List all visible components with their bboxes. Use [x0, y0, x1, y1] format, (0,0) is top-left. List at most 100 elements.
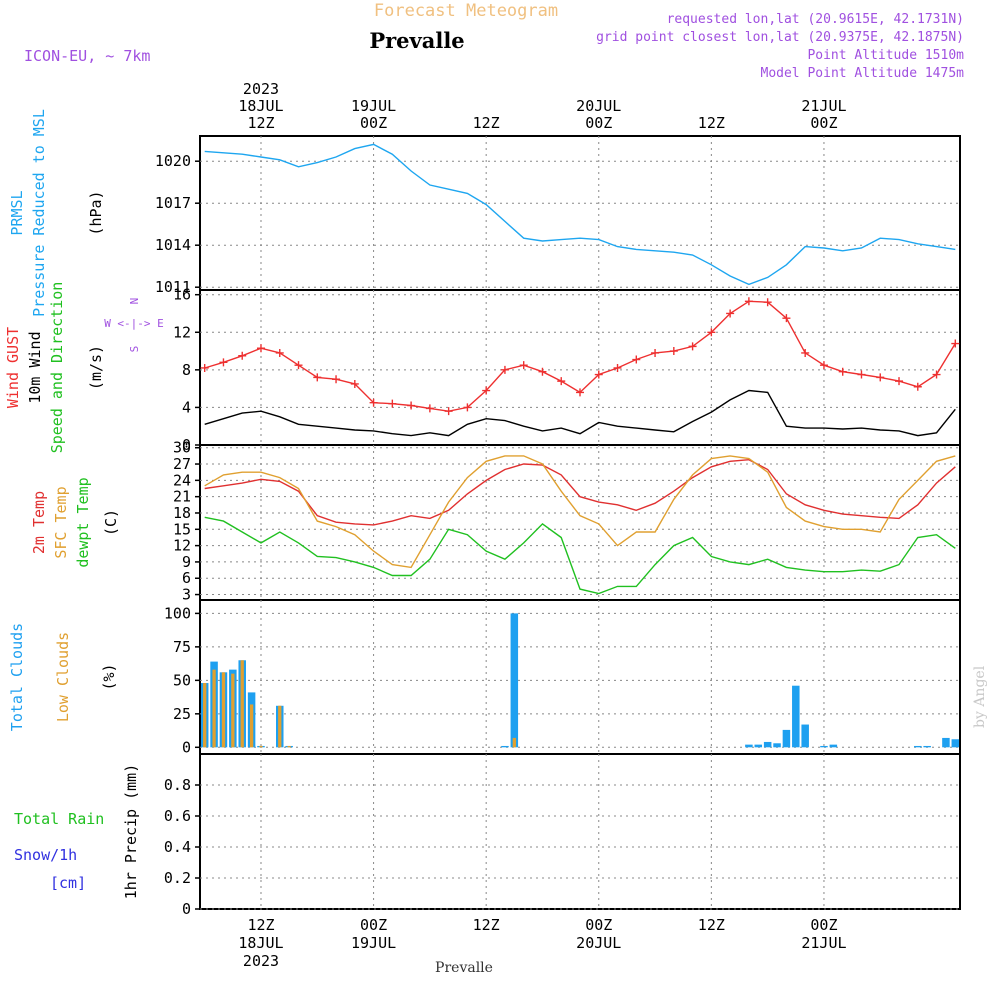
- ylabel-clouds-2: (%): [100, 663, 118, 690]
- bar-total_cloud: [501, 745, 509, 748]
- bar-total_cloud: [763, 741, 772, 748]
- top-time-label: 21JUL: [801, 97, 846, 115]
- gust-marker: [313, 373, 322, 382]
- model-label: ICON-EU, ~ 7km: [24, 47, 150, 65]
- gust-marker: [613, 363, 622, 372]
- top-time-label: 2023: [243, 80, 279, 98]
- info-grid-point: grid point closest lon,lat (20.9375E, 42…: [596, 30, 964, 45]
- gust-marker: [576, 388, 584, 397]
- gust-marker: [369, 398, 378, 407]
- location-title: Prevalle: [369, 28, 464, 53]
- gust-marker: [688, 342, 697, 351]
- y-tick-label: 75: [173, 638, 191, 656]
- top-time-label: 12Z: [698, 114, 725, 132]
- panel-frame: [199, 289, 961, 446]
- bar-low_cloud: [240, 660, 244, 748]
- footer-location: Prevalle: [435, 960, 493, 976]
- y-tick-label: 12: [173, 323, 191, 341]
- gust-marker: [594, 370, 603, 379]
- bottom-time-label: 12Z: [473, 916, 500, 934]
- gust-marker: [913, 382, 922, 391]
- y-tick-label: 1017: [155, 194, 191, 212]
- y-tick-label: 0: [182, 436, 191, 454]
- y-tick-label: 16: [173, 286, 191, 304]
- ylabel-pressure-0: PRMSL: [8, 190, 26, 235]
- bar-total_cloud: [773, 743, 781, 748]
- bottom-time-label: 2023: [243, 952, 279, 970]
- y-tick-label: 50: [173, 671, 191, 689]
- bar-low_cloud: [212, 669, 216, 748]
- gust-marker: [519, 361, 528, 370]
- y-tick-label: 0.4: [164, 838, 191, 856]
- bottom-time-label: 00Z: [810, 916, 837, 934]
- bottom-time-label: 20JUL: [576, 934, 621, 952]
- panel-pressure: 1011 1014 1017 1020 PRMSL Pressure Reduced to…: [8, 109, 961, 317]
- gust-marker: [857, 370, 866, 379]
- bar-total_cloud: [923, 745, 931, 748]
- top-time-label: 20JUL: [576, 97, 621, 115]
- gust-marker: [294, 361, 303, 370]
- bar-total_cloud: [745, 744, 753, 748]
- y-tick-label: 6: [182, 569, 191, 587]
- ylabel-temperature-0: 2m Temp: [30, 491, 48, 554]
- top-time-label: 00Z: [810, 114, 837, 132]
- bar-total_cloud: [801, 724, 809, 748]
- y-tick-label: 18: [173, 504, 191, 522]
- gust-marker: [632, 355, 641, 364]
- y-tick-label: 0.8: [164, 776, 191, 794]
- top-time-label: 00Z: [585, 114, 612, 132]
- gust-marker: [932, 370, 941, 379]
- ylabel-temperature-3: (C): [102, 509, 120, 536]
- y-tick-label: 27: [173, 455, 191, 473]
- gust-marker: [407, 401, 416, 410]
- bar-low_cloud: [259, 745, 263, 748]
- gust-marker: [801, 348, 810, 357]
- y-tick-label: 1014: [155, 236, 191, 254]
- gust-marker: [200, 363, 209, 372]
- bar-total_cloud: [951, 739, 960, 748]
- bar-total_cloud: [914, 745, 922, 748]
- bar-low_cloud: [278, 705, 282, 748]
- gust-marker: [500, 365, 509, 374]
- top-time-label: 18JUL: [238, 97, 283, 115]
- chart-title: Forecast Meteogram: [374, 1, 558, 21]
- ylabel-snow: Snow/1h: [14, 846, 77, 864]
- panel-precip: 0 0.2 0.4 0.6 0.8 Total Rain Snow/1h [cm] 1hr Pr…: [14, 753, 961, 918]
- compass-north: N: [128, 298, 141, 305]
- panel-clouds: 0 25 50 75 100 Total Clouds Low Clouds (%): [8, 599, 961, 756]
- info-requested: requested lon,lat (20.9615E, 42.1731N): [667, 12, 964, 27]
- gust-marker: [538, 367, 547, 376]
- gust-marker: [744, 297, 753, 306]
- series-temp: [204, 458, 956, 526]
- top-time-label: 12Z: [473, 114, 500, 132]
- bottom-time-label: 12Z: [698, 916, 725, 934]
- panel-frame: [199, 599, 961, 755]
- bottom-time-label: 00Z: [585, 916, 612, 934]
- series-wind: [204, 389, 956, 437]
- gust-marker: [388, 399, 397, 408]
- bottom-time-label: 12Z: [247, 916, 274, 934]
- y-tick-label: 30: [173, 439, 191, 457]
- bar-total_cloud: [820, 745, 828, 748]
- info-model-altitude: Model Point Altitude 1475m: [761, 66, 965, 81]
- y-tick-label: 1020: [155, 152, 191, 170]
- bottom-time-label: 00Z: [360, 916, 387, 934]
- bar-low_cloud: [512, 737, 516, 748]
- y-tick-label: 12: [173, 537, 191, 555]
- bar-low_cloud: [287, 745, 291, 748]
- gust-marker: [763, 298, 772, 307]
- gust-marker: [256, 344, 265, 353]
- y-tick-label: 25: [173, 705, 191, 723]
- panel-wind: 0 4 8 12 16 Wind GUST 10m Wind Speed and Direct…: [4, 282, 961, 454]
- bar-total_cloud: [829, 744, 838, 748]
- gust-marker: [557, 377, 566, 386]
- gust-marker: [726, 309, 735, 318]
- y-tick-label: 0.2: [164, 869, 191, 887]
- series-pressure: [204, 143, 956, 286]
- panel-frame: [199, 444, 961, 601]
- bottom-time-label: 21JUL: [801, 934, 846, 952]
- y-tick-label: 0: [182, 900, 191, 918]
- series-dew: [204, 516, 956, 595]
- gust-marker: [350, 379, 359, 388]
